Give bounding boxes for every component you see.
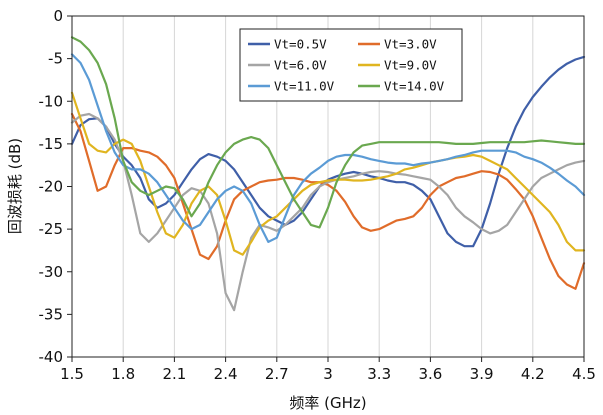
y-tick-label: -35 bbox=[39, 305, 64, 323]
x-tick-label: 3.3 bbox=[367, 365, 391, 383]
series-line bbox=[70, 112, 586, 312]
y-tick-label: -10 bbox=[39, 92, 64, 110]
legend-label: Vt=6.0V bbox=[274, 58, 327, 73]
series-line bbox=[70, 36, 586, 229]
series-lines bbox=[70, 36, 586, 312]
y-tick-label: 0 bbox=[53, 7, 63, 25]
x-tick-label: 4.5 bbox=[572, 365, 596, 383]
y-tick-label: -20 bbox=[39, 178, 64, 196]
series-line bbox=[70, 91, 586, 256]
legend-label: Vt=14.0V bbox=[384, 79, 445, 94]
legend-label: Vt=9.0V bbox=[384, 58, 437, 73]
x-tick-label: 2.1 bbox=[162, 365, 186, 383]
x-tick-label: 4.2 bbox=[521, 365, 545, 383]
x-tick-label: 3 bbox=[323, 365, 333, 383]
x-tick-label: 2.7 bbox=[265, 365, 289, 383]
legend: Vt=0.5V Vt=3.0V Vt=6.0V Vt=9.0V Vt=11.0V Vt=1… bbox=[239, 28, 463, 102]
x-tick-label: 1.5 bbox=[60, 365, 84, 383]
x-tick-label: 3.9 bbox=[470, 365, 494, 383]
y-axis-label: 回波损耗 (dB) bbox=[6, 138, 24, 234]
y-tick-label: -5 bbox=[48, 50, 63, 68]
y-tick-label: -40 bbox=[39, 348, 64, 366]
series-line bbox=[70, 112, 586, 290]
x-axis-label: 频率 (GHz) bbox=[289, 394, 366, 412]
series-line bbox=[70, 53, 586, 243]
x-tick-label: 1.8 bbox=[111, 365, 135, 383]
y-tick-label: -25 bbox=[39, 220, 64, 238]
axis-ticks: 1.5 1.8 2.1 2.4 2.7 3 3.3 3.6 3.9 4.2 4.5 0 -5 -10 -15… bbox=[39, 7, 596, 383]
y-tick-label: -30 bbox=[39, 263, 64, 281]
x-tick-label: 2.4 bbox=[214, 365, 238, 383]
y-tick-label: -15 bbox=[39, 135, 64, 153]
legend-box bbox=[239, 28, 463, 102]
legend-label: Vt=11.0V bbox=[274, 79, 335, 94]
x-tick-label: 3.6 bbox=[418, 365, 442, 383]
legend-label: Vt=0.5V bbox=[274, 37, 327, 52]
legend-label: Vt=3.0V bbox=[384, 37, 437, 52]
